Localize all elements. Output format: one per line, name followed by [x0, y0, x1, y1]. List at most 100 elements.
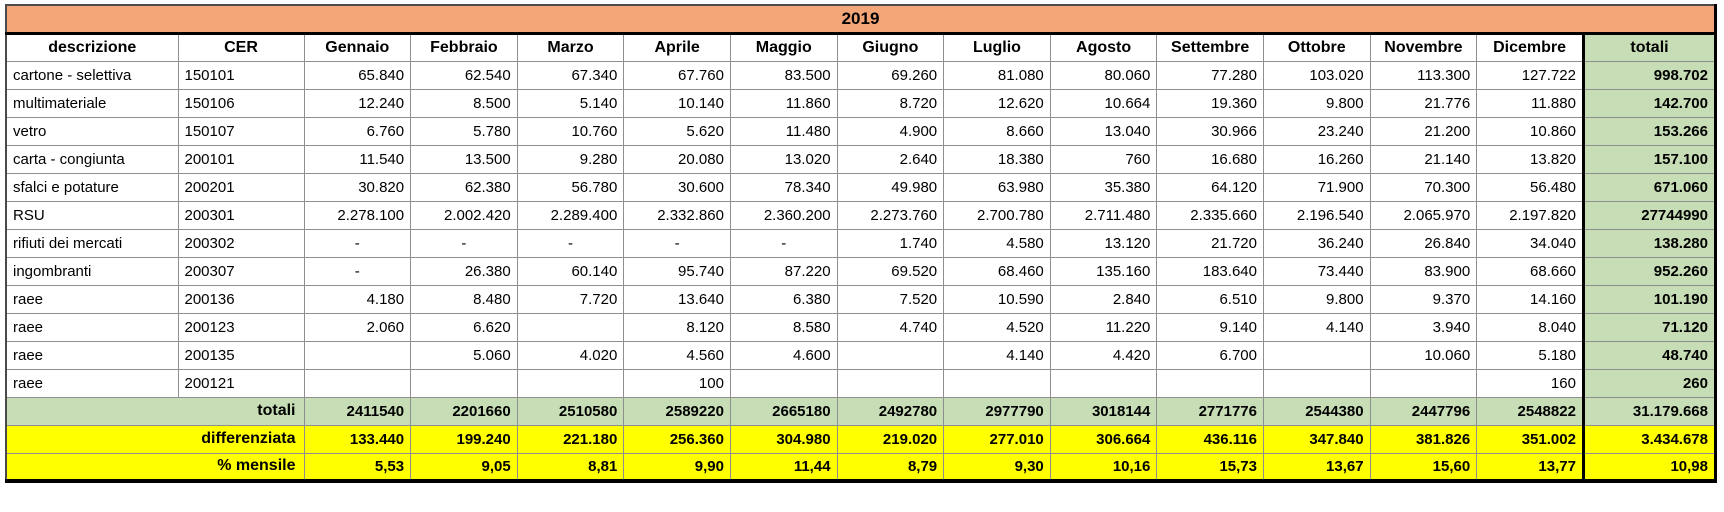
value-cell [1369, 368, 1478, 398]
value-cell: 20.080 [623, 144, 731, 174]
value-cell [1156, 368, 1264, 398]
summary-value-cell: 8,79 [836, 452, 945, 483]
col-header-marzo: Marzo [516, 32, 625, 62]
value-cell [729, 368, 838, 398]
col-header-descrizione: descrizione [5, 32, 179, 62]
value-cell [516, 312, 625, 342]
value-cell [303, 340, 412, 370]
cer-cell: 200136 [177, 284, 305, 314]
value-cell: 10.860 [1476, 116, 1584, 146]
value-cell: 9.370 [1369, 284, 1478, 314]
value-cell: 113.300 [1369, 60, 1478, 90]
value-cell: 80.060 [1049, 60, 1158, 90]
value-cell: 1.740 [836, 228, 945, 258]
value-cell: 9.800 [1262, 284, 1371, 314]
value-cell: 67.340 [516, 60, 625, 90]
value-cell: 68.660 [1476, 256, 1584, 286]
table-row: multimateriale 150106 12.240 8.500 5.140 10.1… [5, 88, 1718, 118]
row-total-cell: 71.120 [1581, 312, 1718, 342]
summary-value-cell: 381.826 [1369, 424, 1478, 454]
spreadsheet-area: 2019 descrizione CER Gennaio Febbraio Marzo A… [5, 4, 1718, 483]
summary-value-cell: 13,67 [1262, 452, 1371, 483]
value-cell: 4.140 [1262, 312, 1371, 342]
value-cell: 2.065.970 [1369, 200, 1478, 230]
value-cell: 8.120 [623, 312, 731, 342]
row-total-cell: 138.280 [1581, 228, 1718, 258]
summary-value-cell: 347.840 [1262, 424, 1371, 454]
value-cell: 4.580 [943, 228, 1051, 258]
value-cell: - [303, 228, 412, 258]
value-cell: 5.060 [410, 340, 518, 370]
value-cell: 56.480 [1476, 172, 1584, 202]
value-cell: 13.820 [1476, 144, 1584, 174]
col-header-giugno: Giugno [836, 32, 945, 62]
value-cell: 13.120 [1049, 228, 1158, 258]
col-header-febbraio: Febbraio [410, 32, 518, 62]
col-header-maggio: Maggio [729, 32, 838, 62]
value-cell: 26.380 [410, 256, 518, 286]
value-cell: 7.520 [836, 284, 945, 314]
summary-total-cell: 3.434.678 [1581, 424, 1718, 454]
descrizione-cell: vetro [5, 116, 179, 146]
value-cell: 83.900 [1369, 256, 1478, 286]
value-cell: 5.620 [623, 116, 731, 146]
value-cell: 67.760 [623, 60, 731, 90]
value-cell: 81.080 [943, 60, 1051, 90]
value-cell: 2.711.480 [1049, 200, 1158, 230]
summary-row-totals: totali 2411540 2201660 2510580 2589220 266518… [5, 396, 1718, 426]
table-row: carta - congiunta 200101 11.540 13.500 9.280… [5, 144, 1718, 174]
summary-total-cell: 31.179.668 [1581, 396, 1718, 426]
col-header-agosto: Agosto [1049, 32, 1158, 62]
value-cell: 7.720 [516, 284, 625, 314]
value-cell: 14.160 [1476, 284, 1584, 314]
row-total-cell: 48.740 [1581, 340, 1718, 370]
table-row: cartone - selettiva 150101 65.840 62.540 67.… [5, 60, 1718, 90]
year-title: 2019 [5, 4, 1716, 35]
value-cell: 21.776 [1369, 88, 1478, 118]
value-cell: 16.260 [1262, 144, 1371, 174]
summary-value-cell: 9,90 [623, 452, 731, 483]
summary-value-cell: 2771776 [1156, 396, 1264, 426]
value-cell [836, 340, 945, 370]
value-cell: 49.980 [836, 172, 945, 202]
cer-cell: 200201 [177, 172, 305, 202]
summary-value-cell: 436.116 [1156, 424, 1264, 454]
summary-value-cell: 2977790 [943, 396, 1051, 426]
value-cell: 21.200 [1369, 116, 1478, 146]
value-cell: 13.020 [729, 144, 838, 174]
value-cell: 10.760 [516, 116, 625, 146]
col-header-luglio: Luglio [943, 32, 1051, 62]
descrizione-cell: raee [5, 284, 179, 314]
value-cell [1049, 368, 1158, 398]
value-cell: 2.360.200 [729, 200, 838, 230]
col-header-settembre: Settembre [1156, 32, 1264, 62]
column-header-row: descrizione CER Gennaio Febbraio Marzo Aprile… [5, 32, 1718, 62]
value-cell: 11.480 [729, 116, 838, 146]
value-cell: 64.120 [1156, 172, 1264, 202]
summary-value-cell: 221.180 [516, 424, 625, 454]
value-cell: - [303, 256, 412, 286]
summary-value-cell: 199.240 [410, 424, 518, 454]
value-cell: 2.700.780 [943, 200, 1051, 230]
value-cell: 10.140 [623, 88, 731, 118]
value-cell: 6.760 [303, 116, 412, 146]
descrizione-cell: sfalci e potature [5, 172, 179, 202]
value-cell: 8.040 [1476, 312, 1584, 342]
value-cell: 127.722 [1476, 60, 1584, 90]
value-cell: 78.340 [729, 172, 838, 202]
row-total-cell: 101.190 [1581, 284, 1718, 314]
value-cell: 2.196.540 [1262, 200, 1371, 230]
summary-value-cell: 219.020 [836, 424, 945, 454]
value-cell: 70.300 [1369, 172, 1478, 202]
value-cell: 77.280 [1156, 60, 1264, 90]
value-cell: 12.240 [303, 88, 412, 118]
descrizione-cell: raee [5, 340, 179, 370]
value-cell: 56.780 [516, 172, 625, 202]
value-cell [1262, 340, 1371, 370]
row-total-cell: 142.700 [1581, 88, 1718, 118]
summary-value-cell: 3018144 [1049, 396, 1158, 426]
value-cell: 34.040 [1476, 228, 1584, 258]
summary-value-cell: 2201660 [410, 396, 518, 426]
value-cell: 9.140 [1156, 312, 1264, 342]
value-cell: 60.140 [516, 256, 625, 286]
